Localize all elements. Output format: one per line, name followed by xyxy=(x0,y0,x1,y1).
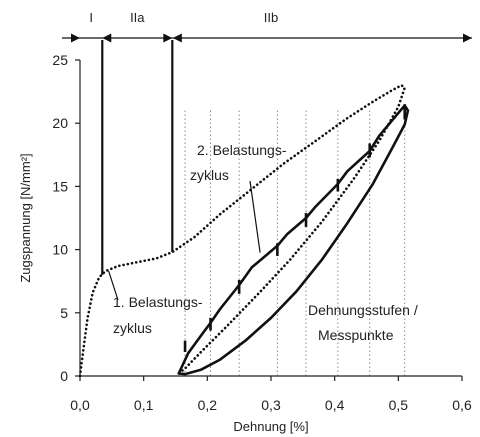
region-label-IIb: IIb xyxy=(264,10,278,25)
x-tick-label-2: 0,2 xyxy=(198,397,218,413)
y-tick-label-10: 10 xyxy=(52,242,68,258)
measurement-guides xyxy=(184,110,406,376)
y-axis-title: Zugspannung [N/mm²] xyxy=(18,153,33,282)
x-tick-label-6: 0,6 xyxy=(452,397,472,413)
annotation-2-line-2: zyklus xyxy=(190,167,229,183)
x-tick-label-0: 0,0 xyxy=(70,397,90,413)
region-I-arrowhead-right xyxy=(71,33,80,43)
region-label-IIa: IIa xyxy=(130,10,145,25)
annotation-1-leader xyxy=(108,270,119,301)
axes: 0 5 10 15 20 25 0,0 0,1 0,2 0,3 0,4 0,5 0,6 Dehnung [… xyxy=(18,40,472,434)
annotation-2-line-1: 2. Belastungs- xyxy=(197,142,287,158)
annotations: 1. Belastungs-zyklus 2. Belastungs-zyklus… xyxy=(108,142,418,343)
series-2-solid-curve xyxy=(177,104,410,376)
series xyxy=(78,84,410,378)
annotation-1-line-2: zyklus xyxy=(113,320,152,336)
x-tick-label-4: 0,4 xyxy=(325,397,345,413)
annotation-3-line-1: Dehnungsstufen / xyxy=(308,302,418,318)
region-IIb-arrowhead-right xyxy=(463,33,472,43)
y-tick-label-5: 5 xyxy=(60,305,68,321)
region-IIb-arrowhead-left xyxy=(172,33,182,43)
series-1-dotted-curve xyxy=(78,84,406,378)
region-brackets: I IIa IIb xyxy=(62,10,472,43)
region-label-I: I xyxy=(89,10,93,25)
x-tick-label-5: 0,5 xyxy=(389,397,409,413)
region-IIa-arrowhead-right xyxy=(163,33,173,43)
y-tick-label-20: 20 xyxy=(52,115,68,131)
x-tick-label-1: 0,1 xyxy=(134,397,154,413)
y-tick-label-25: 25 xyxy=(52,52,68,68)
annotation-2-leader xyxy=(249,180,261,253)
y-tick-label-0: 0 xyxy=(60,368,68,384)
x-tick-label-3: 0,3 xyxy=(261,397,281,413)
annotation-3-line-2: Messpunkte xyxy=(318,327,394,343)
x-axis-title: Dehnung [%] xyxy=(233,419,308,434)
annotation-1-line-1: 1. Belastungs- xyxy=(113,294,203,310)
y-tick-label-15: 15 xyxy=(52,178,68,194)
region-IIa-arrowhead-left xyxy=(102,33,112,43)
